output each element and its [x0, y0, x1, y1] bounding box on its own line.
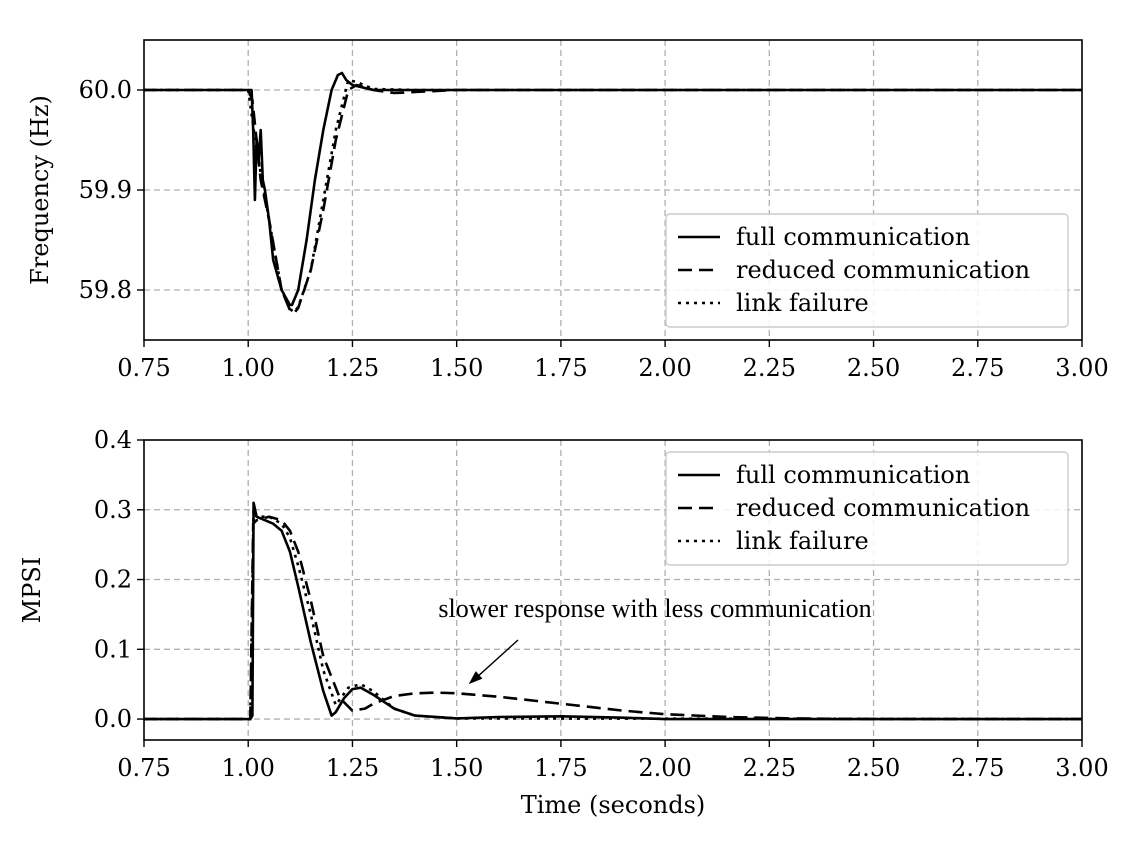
mpsi-y-tick-label: 0.1 — [94, 635, 132, 663]
annotation: slower response with less communication — [438, 594, 872, 685]
mpsi-x-tick-label: 1.75 — [534, 754, 587, 782]
annotation-text: slower response with less communication — [438, 594, 871, 623]
frequency-x-tick-label: 2.00 — [638, 354, 691, 382]
frequency-series-solid — [144, 71, 1082, 307]
annotation-arrow-line — [474, 639, 519, 680]
mpsi-x-tick-label: 3.00 — [1055, 754, 1108, 782]
frequency-x-tick-label: 2.25 — [743, 354, 796, 382]
mpsi-legend: full communication reduced communication l… — [665, 451, 1069, 566]
mpsi-y-tick-label: 0.2 — [94, 566, 132, 594]
frequency-y-tick-label: 59.8 — [79, 276, 132, 304]
frequency-y-axis-label: Frequency (Hz) — [26, 95, 54, 285]
mpsi-series-group — [144, 501, 1082, 721]
frequency-x-tick-label: 1.25 — [326, 354, 379, 382]
mpsi-y-tick-label: 0.0 — [94, 705, 132, 733]
mpsi-y-tick-label: 0.4 — [94, 426, 132, 454]
mpsi-y-axis-label: MPSI — [18, 557, 46, 624]
mpsi-plot-frame — [143, 439, 1083, 741]
frequency-series-dashed — [144, 83, 1082, 315]
frequency-legend-box — [665, 213, 1069, 328]
mpsi-x-tick-label: 2.75 — [951, 754, 1004, 782]
frequency-series-dotted — [144, 78, 1082, 314]
frequency-x-tick-label: 2.50 — [847, 354, 900, 382]
frequency-x-tick-label: 3.00 — [1055, 354, 1108, 382]
frequency-x-tick-label: 1.75 — [534, 354, 587, 382]
mpsi-panel: 0.75 1.00 1.25 1.50 1.75 2.00 2.25 2.50 2.75 3.00… — [18, 426, 1109, 819]
frequency-x-tick-label: 0.75 — [117, 354, 170, 382]
frequency-series-group — [144, 71, 1082, 315]
frequency-legend-label: link failure — [736, 289, 869, 317]
mpsi-legend-box — [665, 451, 1069, 566]
mpsi-legend-label: link failure — [736, 527, 869, 555]
mpsi-x-tick-label: 2.50 — [847, 754, 900, 782]
frequency-x-tick-label: 1.50 — [430, 354, 483, 382]
mpsi-y-tick-label: 0.3 — [94, 496, 132, 524]
frequency-panel: 0.75 1.00 1.25 1.50 1.75 2.00 2.25 2.50 2.75 3.00… — [26, 39, 1109, 382]
frequency-x-tick-label: 2.75 — [951, 354, 1004, 382]
annotation-arrow-head — [468, 671, 483, 685]
frequency-plot-frame — [143, 39, 1083, 341]
mpsi-legend-label: reduced communication — [736, 494, 1030, 522]
mpsi-x-tick-label: 1.00 — [222, 754, 275, 782]
frequency-y-tick-label: 59.9 — [79, 176, 132, 204]
mpsi-x-axis-label: Time (seconds) — [521, 791, 706, 819]
mpsi-series-dotted — [144, 508, 1082, 721]
frequency-x-tick-label: 1.00 — [222, 354, 275, 382]
mpsi-legend-label: full communication — [736, 461, 970, 489]
mpsi-x-tick-label: 2.00 — [638, 754, 691, 782]
frequency-y-tick-label: 60.0 — [79, 76, 132, 104]
frequency-legend: full communication reduced communication l… — [665, 213, 1069, 328]
mpsi-x-tick-label: 1.25 — [326, 754, 379, 782]
frequency-legend-label: full communication — [736, 223, 970, 251]
mpsi-x-tick-label: 0.75 — [117, 754, 170, 782]
frequency-legend-label: reduced communication — [736, 256, 1030, 284]
mpsi-x-axis: 0.75 1.00 1.25 1.50 1.75 2.00 2.25 2.50 2.75 3.00 — [117, 440, 1109, 782]
mpsi-x-tick-label: 1.50 — [430, 754, 483, 782]
mpsi-x-tick-label: 2.25 — [743, 754, 796, 782]
